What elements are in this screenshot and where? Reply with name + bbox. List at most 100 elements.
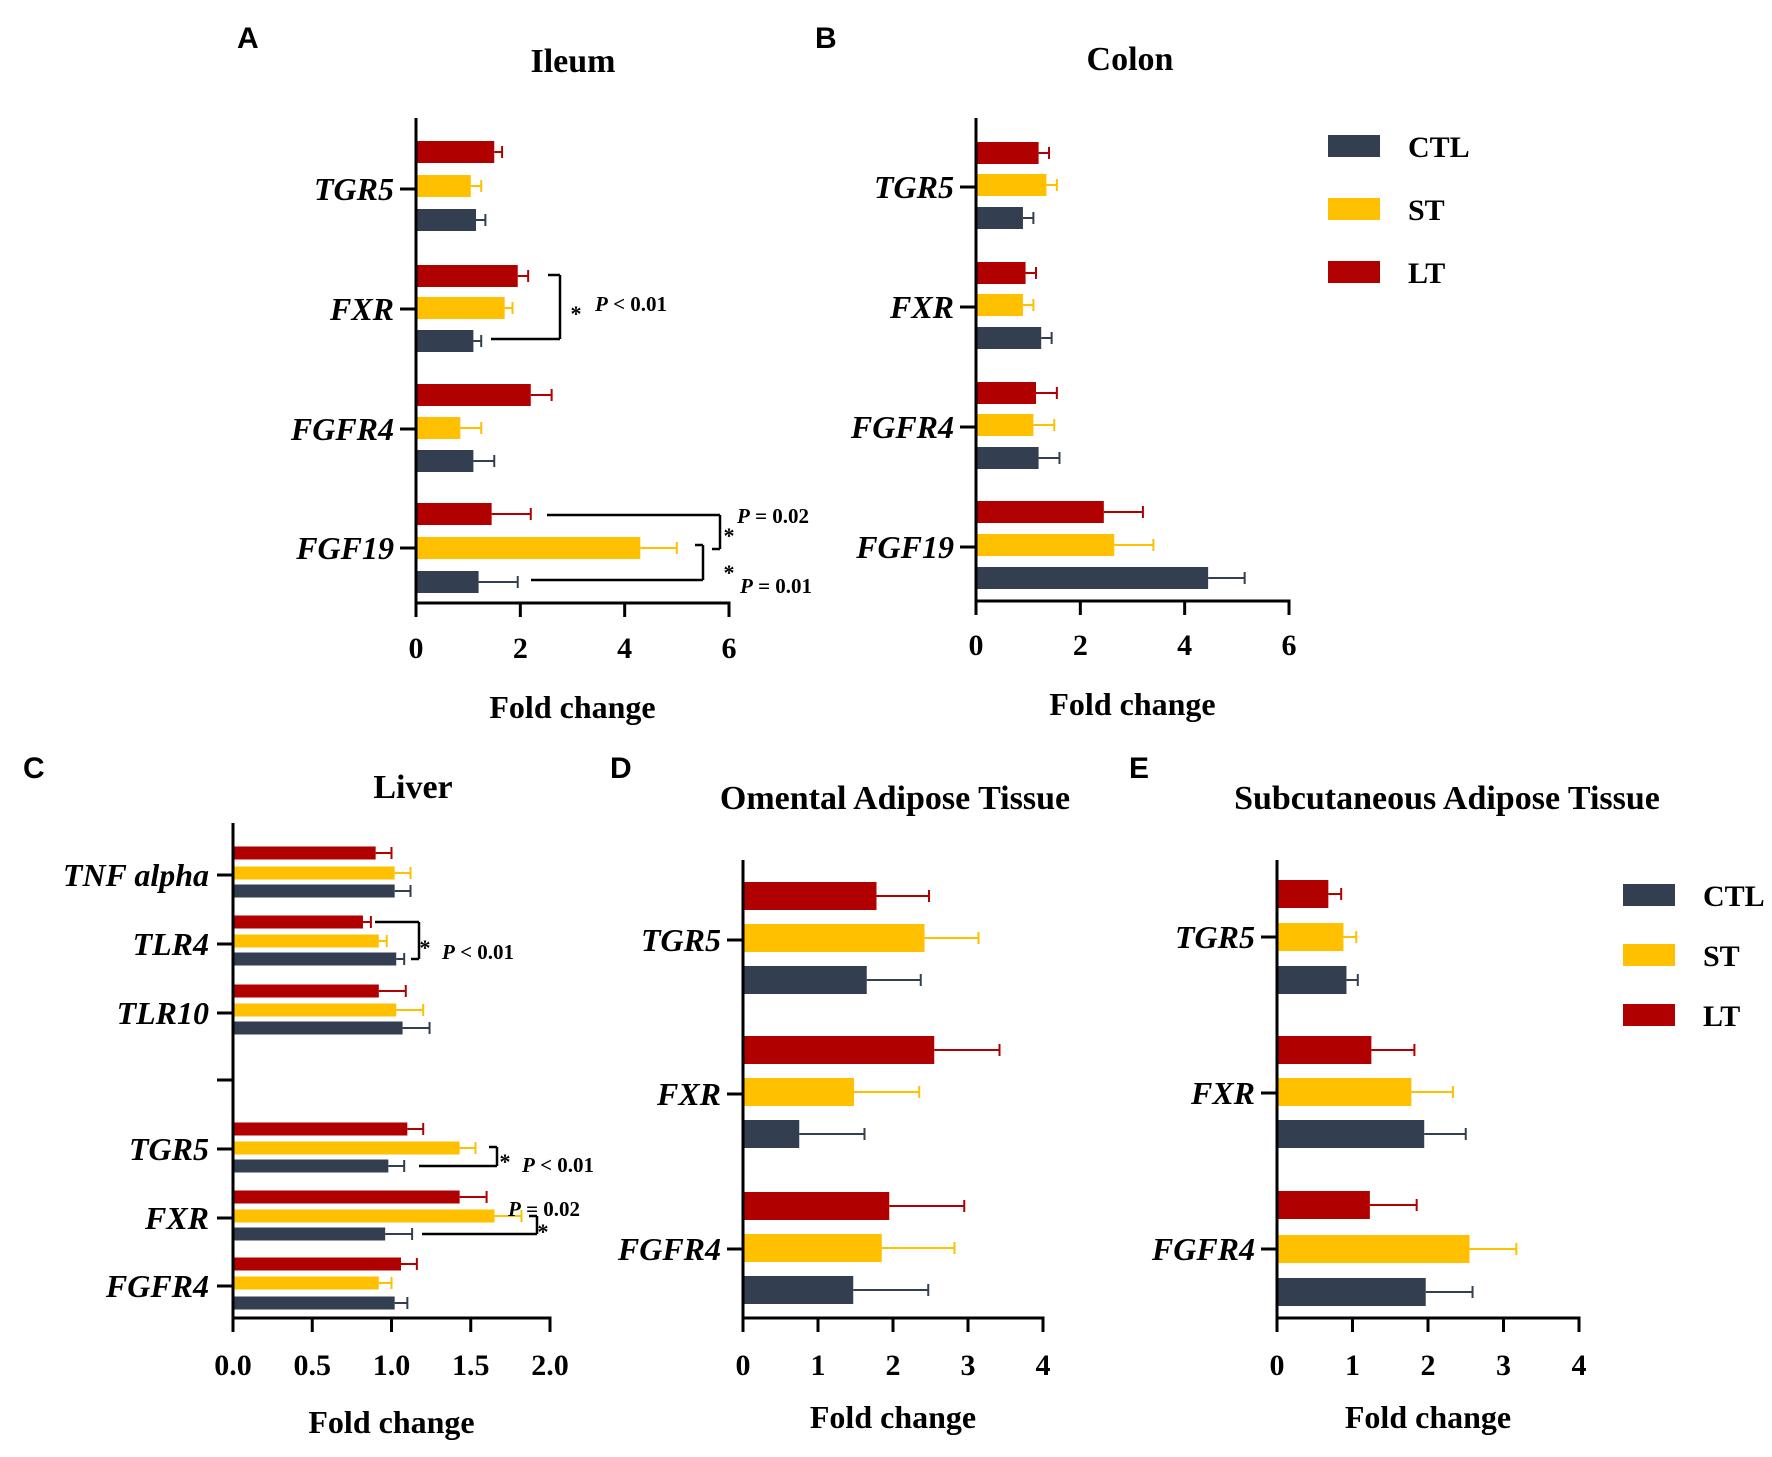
x-tick-label: 6 bbox=[1282, 629, 1297, 662]
x-tick-label: 2 bbox=[1073, 629, 1088, 662]
panel-label: D bbox=[610, 752, 632, 785]
category-label: FXR bbox=[329, 291, 394, 327]
bar-st bbox=[977, 414, 1034, 436]
significance-star: * bbox=[420, 935, 431, 960]
category-label: FGF19 bbox=[295, 530, 394, 566]
x-tick-label: 1.5 bbox=[452, 1349, 490, 1382]
bar-lt bbox=[234, 1257, 402, 1271]
bar-lt bbox=[744, 1192, 890, 1220]
panel-label: B bbox=[815, 22, 837, 55]
p-symbol: P bbox=[594, 292, 608, 316]
legend-swatch-ctl bbox=[1328, 135, 1380, 157]
bar-st bbox=[417, 537, 641, 559]
p-value-label: P = 0.02 bbox=[507, 1197, 580, 1221]
bar-st bbox=[234, 1003, 397, 1017]
chart-title: Colon bbox=[1087, 41, 1174, 78]
chart-title: Omental Adipose Tissue bbox=[720, 780, 1070, 817]
x-tick-label: 3 bbox=[961, 1349, 976, 1382]
bar-ctl bbox=[234, 1296, 395, 1310]
chart-title: Liver bbox=[373, 769, 452, 806]
category-label: FXR bbox=[889, 289, 954, 325]
x-axis-title: Fold change bbox=[810, 1399, 976, 1435]
significance-star: * bbox=[500, 1149, 511, 1174]
x-tick-label: 0.5 bbox=[294, 1349, 332, 1382]
p-value-label: P < 0.01 bbox=[441, 940, 514, 964]
p-value-label: P = 0.02 bbox=[736, 504, 809, 528]
p-symbol: P bbox=[507, 1197, 521, 1221]
bar-st bbox=[744, 1078, 854, 1106]
legend-bottom: CTL ST LT bbox=[1623, 880, 1765, 1033]
bar-ctl bbox=[1278, 966, 1347, 994]
panel-label: E bbox=[1129, 752, 1149, 785]
significance-annotation: *P = 0.02 bbox=[422, 1197, 580, 1244]
x-axis-title: Fold change bbox=[1345, 1399, 1511, 1435]
category-label: TGR5 bbox=[129, 1131, 209, 1167]
panel-d: D Omental Adipose Tissue 0 1 2 3 4 Fold change T… bbox=[610, 752, 1070, 1435]
significance-star: * bbox=[538, 1219, 549, 1244]
significance-annotation: * P < 0.01 bbox=[419, 1145, 594, 1177]
x-tick-label: 0 bbox=[736, 1349, 751, 1382]
significance-annotation: * P < 0.01 bbox=[491, 273, 667, 341]
significance-annotation: * P < 0.01 bbox=[375, 920, 514, 964]
bar-ctl bbox=[234, 884, 395, 898]
bar-ctl bbox=[234, 1021, 403, 1035]
legend-swatch-st bbox=[1623, 944, 1675, 966]
panel-label: C bbox=[23, 752, 45, 785]
significance-annotation: *P = 0.02 bbox=[547, 504, 809, 551]
bar-ctl bbox=[417, 450, 474, 472]
chart-title: Ileum bbox=[531, 43, 616, 80]
significance-annotation: *P = 0.01 bbox=[531, 543, 812, 598]
significance-star: * bbox=[724, 523, 735, 548]
bar-ctl bbox=[234, 1159, 389, 1173]
category-label: FGFR4 bbox=[1151, 1231, 1255, 1267]
x-tick-label: 0.0 bbox=[214, 1349, 252, 1382]
x-axis-title: Fold change bbox=[308, 1404, 474, 1440]
bar-ctl bbox=[977, 567, 1209, 589]
bar-st bbox=[234, 934, 379, 948]
legend-label-st: ST bbox=[1703, 940, 1740, 973]
category-label: TGR5 bbox=[1175, 919, 1255, 955]
p-value: = 0.02 bbox=[750, 504, 809, 528]
bar-st bbox=[417, 175, 471, 197]
category-label: FXR bbox=[1190, 1075, 1255, 1111]
p-symbol: P bbox=[441, 940, 455, 964]
legend-label-st: ST bbox=[1408, 194, 1445, 227]
x-tick-label: 2 bbox=[886, 1349, 901, 1382]
bar-lt bbox=[977, 142, 1039, 164]
bar-lt bbox=[417, 503, 492, 525]
category-label: TGR5 bbox=[641, 922, 721, 958]
panel-e: E Subcutaneous Adipose Tissue 0 1 2 3 4 Fold ch… bbox=[1129, 752, 1660, 1435]
x-axis-title: Fold change bbox=[489, 689, 655, 725]
x-axis-title: Fold change bbox=[1049, 686, 1215, 722]
bar-ctl bbox=[977, 447, 1039, 469]
bar-ctl bbox=[744, 1276, 854, 1304]
x-tick-label: 1 bbox=[1345, 1349, 1360, 1382]
legend-swatch-lt bbox=[1623, 1004, 1675, 1026]
bar-st bbox=[744, 1234, 882, 1262]
bar-ctl bbox=[977, 207, 1023, 229]
x-tick-label: 1 bbox=[811, 1349, 826, 1382]
x-tick-label: 0 bbox=[969, 629, 984, 662]
bar-st bbox=[234, 1209, 495, 1223]
bar-lt bbox=[234, 915, 363, 929]
bar-lt bbox=[744, 1036, 935, 1064]
significance-star: * bbox=[724, 560, 735, 585]
bar-lt bbox=[977, 262, 1026, 284]
p-value-label: P < 0.01 bbox=[521, 1153, 594, 1177]
bar-st bbox=[417, 417, 461, 439]
bar-st bbox=[417, 297, 505, 319]
chart-title: Subcutaneous Adipose Tissue bbox=[1234, 780, 1660, 817]
x-tick-label: 2 bbox=[513, 632, 528, 665]
legend-swatch-st bbox=[1328, 198, 1380, 220]
legend-label-ctl: CTL bbox=[1703, 880, 1765, 913]
bar-st bbox=[234, 1276, 379, 1290]
p-value: = 0.02 bbox=[521, 1197, 580, 1221]
category-label: TGR5 bbox=[874, 169, 954, 205]
bar-lt bbox=[744, 882, 877, 910]
p-symbol: P bbox=[521, 1153, 535, 1177]
x-tick-label: 6 bbox=[722, 632, 737, 665]
bar-ctl bbox=[1278, 1120, 1425, 1148]
x-tick-label: 3 bbox=[1496, 1349, 1511, 1382]
bar-st bbox=[1278, 923, 1344, 951]
